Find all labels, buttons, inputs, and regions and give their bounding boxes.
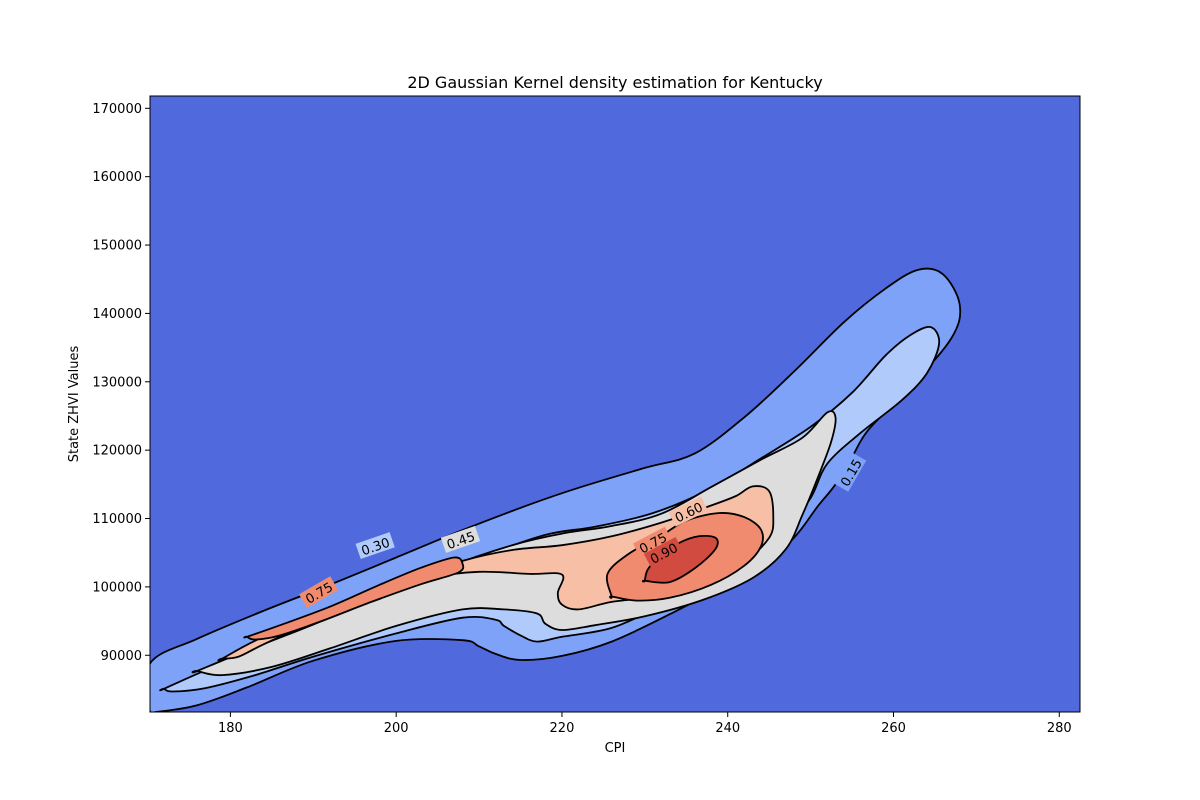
contour-label-gap	[668, 496, 709, 527]
contour-label-gap	[299, 576, 339, 609]
x-tick-label: 240	[715, 721, 740, 736]
contour-label-gap	[355, 532, 395, 559]
y-tick-label: 100000	[92, 580, 142, 595]
contour-level-0-9-region-0	[641, 534, 719, 584]
y-tick-label: 120000	[92, 444, 142, 459]
y-axis: 90000 100000 110000 120000 130000 140000 15000…	[92, 102, 150, 664]
y-tick-label: 160000	[92, 170, 142, 185]
y-tick-label: 150000	[92, 239, 142, 254]
chart-title: 2D Gaussian Kernel density estimation fo…	[407, 73, 822, 92]
contour-label-gap	[834, 452, 867, 492]
contour-label-gap	[440, 526, 481, 553]
x-tick-label: 200	[384, 721, 409, 736]
x-axis-label: CPI	[605, 741, 626, 756]
x-axis: 180 200 220 240 260 280	[218, 712, 1072, 736]
x-tick-label: 220	[550, 721, 575, 736]
y-axis-label: State ZHVI Values	[67, 345, 82, 462]
contour-layer	[150, 267, 962, 712]
y-tick-label: 90000	[101, 649, 142, 664]
contour-level-0-75-region-0	[243, 556, 465, 641]
x-tick-label: 280	[1047, 721, 1072, 736]
contour-label-gap	[632, 526, 673, 558]
y-tick-label: 110000	[92, 512, 142, 527]
y-tick-label: 170000	[92, 102, 142, 117]
y-tick-label: 140000	[92, 307, 142, 322]
contour-label-layer: 0.150.30 0.450.600.750.750.90	[299, 452, 867, 609]
x-tick-label: 260	[881, 721, 906, 736]
plot-frame	[149, 95, 1081, 713]
contour-label-gap	[643, 537, 684, 569]
y-tick-label: 130000	[92, 375, 142, 390]
x-tick-label: 180	[218, 721, 243, 736]
